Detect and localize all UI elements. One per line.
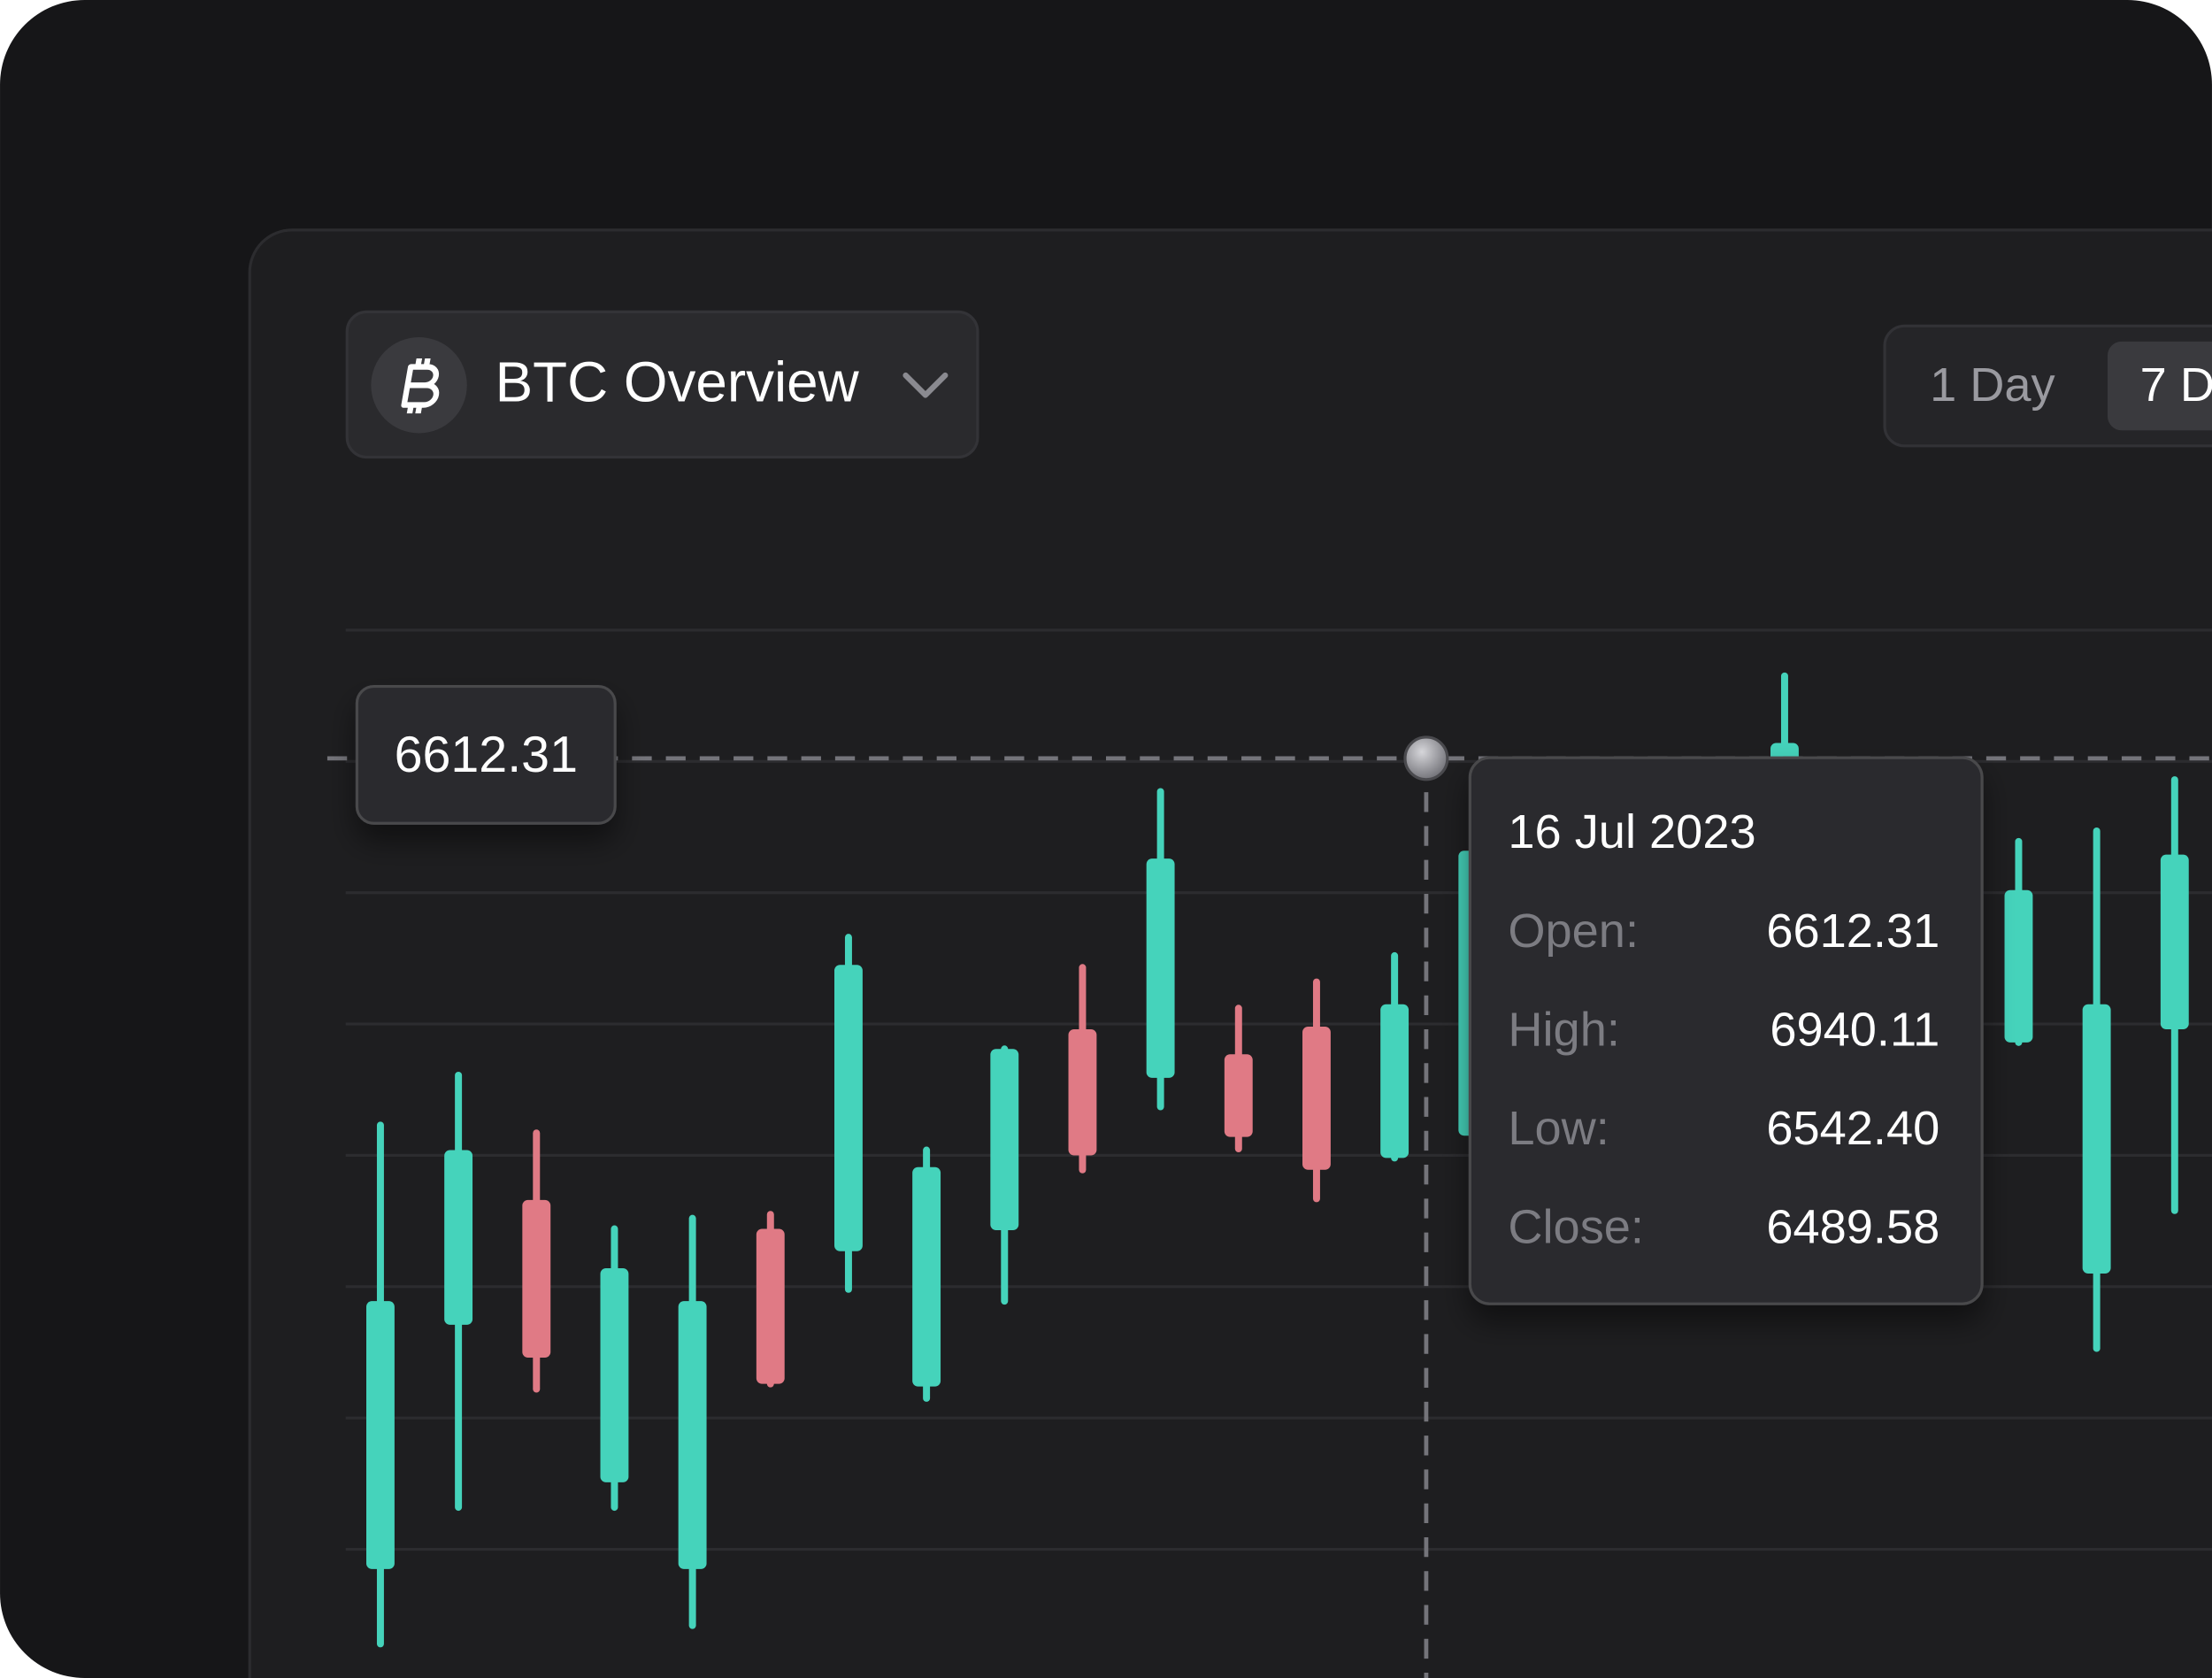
candle-body <box>756 1228 785 1384</box>
range-button[interactable]: 7 D <box>2140 358 2212 412</box>
tooltip-box <box>1468 756 1984 1305</box>
candle-body <box>1380 1004 1409 1158</box>
chevron[interactable] <box>902 372 949 398</box>
candle-body <box>2004 889 2033 1043</box>
candle-body <box>1146 858 1175 1078</box>
candle-body <box>366 1301 395 1569</box>
candle-body <box>1224 1054 1253 1137</box>
candle-body <box>600 1268 629 1482</box>
crosshair-value-box <box>355 684 617 825</box>
tooltip-value: 6940.11 <box>1770 1003 1939 1056</box>
candle-body <box>912 1166 941 1387</box>
tooltip-label: High: <box>1508 1003 1620 1056</box>
candle-body <box>990 1049 1019 1231</box>
tooltip: 16 Jul 2023 Open: 6612.31 High: 6940.11 Low: 6… <box>1468 756 1984 1305</box>
range-button-active[interactable] <box>2107 341 2212 431</box>
tooltip-label: Low: <box>1508 1102 1609 1155</box>
candle-body <box>1302 1027 1331 1170</box>
tooltip-label: Open: <box>1508 904 1639 958</box>
range-button[interactable]: 1 Day <box>1930 358 2055 412</box>
tooltip-date: 16 Jul 2023 <box>1508 805 1755 858</box>
candle-body <box>522 1199 551 1358</box>
tooltip-label: Close: <box>1508 1201 1644 1254</box>
crosshair-dot <box>1403 735 1449 781</box>
panel <box>248 228 2212 1678</box>
candle-body <box>1068 1029 1097 1156</box>
dropdown-title[interactable]: BTC Overview <box>495 350 860 414</box>
btc-glyph <box>401 358 440 414</box>
tooltip-value: 6542.40 <box>1766 1102 1939 1155</box>
asset-dropdown[interactable]: BTC Overview <box>345 310 979 459</box>
candle-body <box>678 1301 707 1569</box>
tooltip-value: 6612.31 <box>1766 904 1939 958</box>
tooltip-value: 6489.58 <box>1766 1201 1939 1254</box>
dropdown-box[interactable] <box>345 310 979 459</box>
candle-body <box>444 1150 473 1325</box>
candle-body <box>2082 1004 2111 1274</box>
crosshair-value-label: 6612.31 <box>395 727 578 783</box>
candle-body <box>834 965 863 1251</box>
candle-body <box>2160 854 2189 1030</box>
